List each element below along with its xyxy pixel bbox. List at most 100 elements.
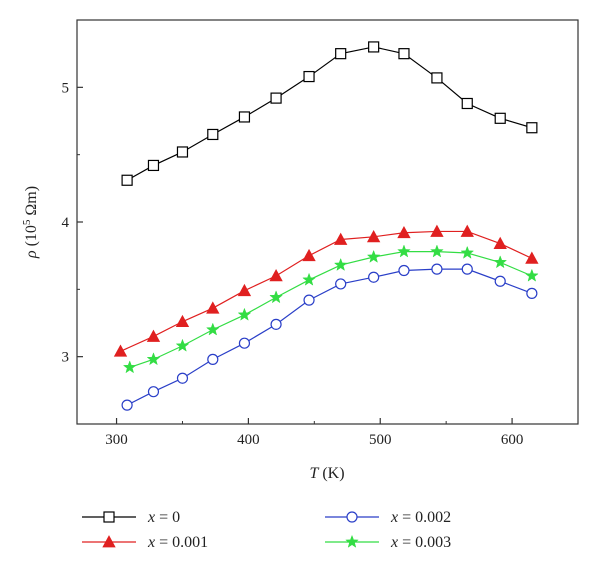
x-tick-label: 600 bbox=[501, 432, 524, 448]
data-point bbox=[333, 257, 348, 271]
y-tick-label: 5 bbox=[62, 80, 70, 96]
data-point bbox=[430, 244, 444, 258]
data-point bbox=[237, 307, 252, 321]
legend-marker bbox=[346, 511, 358, 523]
legend-value: = 0.001 bbox=[155, 534, 208, 551]
data-point bbox=[207, 128, 219, 141]
data-point bbox=[461, 97, 473, 110]
data-point bbox=[431, 263, 443, 275]
y-axis-unit-post: Ωm) bbox=[23, 186, 40, 220]
legend-label: x = 0.001 bbox=[147, 534, 208, 551]
data-point bbox=[494, 112, 506, 124]
legend-var: x bbox=[147, 534, 155, 551]
data-point bbox=[397, 225, 411, 239]
data-point bbox=[397, 244, 411, 258]
data-point bbox=[270, 318, 282, 330]
data-point bbox=[238, 111, 251, 123]
series-line bbox=[126, 46, 533, 181]
legend-var: x bbox=[147, 509, 155, 526]
legend-label: x = 0.003 bbox=[390, 534, 451, 551]
data-point bbox=[525, 251, 539, 264]
data-point bbox=[176, 146, 189, 158]
y-axis-label: ρ (105 Ωm) bbox=[21, 186, 40, 259]
data-point bbox=[494, 275, 506, 287]
legend-marker bbox=[103, 511, 115, 523]
legend-item: x = 0.001 bbox=[82, 534, 208, 551]
series-line bbox=[129, 251, 533, 369]
data-point bbox=[121, 174, 133, 186]
legend-var: x bbox=[390, 534, 398, 551]
plot-frame bbox=[76, 19, 579, 425]
data-point bbox=[269, 269, 283, 282]
data-point bbox=[430, 224, 444, 237]
data-point bbox=[238, 337, 251, 349]
x-axis: 300 400 500 600 bbox=[105, 418, 579, 448]
x-axis-label: T (K) bbox=[309, 465, 344, 482]
data-point bbox=[461, 263, 473, 275]
legend-item: x = 0.002 bbox=[325, 509, 451, 526]
series-3 bbox=[122, 244, 539, 374]
y-axis: 3 4 5 bbox=[62, 19, 83, 425]
data-point bbox=[431, 72, 443, 84]
legend-value: = 0.003 bbox=[398, 534, 451, 551]
series-2 bbox=[121, 263, 538, 411]
data-point bbox=[493, 255, 508, 269]
data-point bbox=[368, 271, 380, 283]
data-point bbox=[368, 41, 380, 53]
data-point bbox=[237, 283, 252, 297]
x-tick-label: 500 bbox=[369, 432, 392, 448]
series-line bbox=[120, 230, 533, 352]
x-axis-unit: (K) bbox=[322, 465, 344, 482]
y-tick-label: 3 bbox=[62, 350, 70, 366]
y-axis-var: ρ bbox=[23, 250, 40, 259]
data-point bbox=[334, 232, 348, 245]
data-point bbox=[303, 294, 315, 306]
data-point bbox=[398, 264, 410, 277]
y-axis-unit-pre: (10 bbox=[23, 225, 40, 246]
legend-item: x = 0 bbox=[82, 509, 180, 526]
data-point bbox=[270, 92, 282, 104]
data-point bbox=[335, 278, 347, 290]
data-point bbox=[121, 399, 133, 411]
data-point bbox=[269, 290, 283, 304]
legend-value: = 0 bbox=[155, 509, 180, 526]
data-point bbox=[335, 48, 347, 60]
data-point bbox=[303, 70, 315, 83]
series-0 bbox=[121, 41, 538, 186]
data-point bbox=[526, 122, 538, 134]
data-point bbox=[206, 301, 220, 314]
legend-marker bbox=[102, 535, 116, 548]
y-tick-label: 4 bbox=[62, 215, 70, 231]
data-point bbox=[146, 352, 161, 366]
data-point bbox=[205, 322, 220, 336]
data-point bbox=[460, 245, 475, 259]
data-point bbox=[175, 314, 190, 328]
data-point bbox=[526, 287, 538, 299]
data-point bbox=[302, 272, 316, 286]
legend-label: x = 0 bbox=[147, 509, 180, 526]
legend-var: x bbox=[390, 509, 398, 526]
data-point bbox=[147, 159, 160, 172]
series-layer bbox=[113, 41, 539, 411]
data-point bbox=[176, 372, 189, 384]
data-point bbox=[147, 386, 160, 398]
data-point bbox=[524, 268, 539, 282]
data-point bbox=[207, 353, 219, 365]
series-1 bbox=[113, 224, 539, 357]
x-tick-label: 300 bbox=[105, 432, 128, 448]
data-point bbox=[366, 229, 381, 243]
data-point bbox=[460, 224, 474, 237]
legend-marker bbox=[345, 534, 359, 548]
legend-item: x = 0.003 bbox=[325, 534, 451, 551]
data-point bbox=[175, 338, 190, 352]
x-tick-label: 400 bbox=[237, 432, 260, 448]
data-point bbox=[113, 344, 128, 357]
data-point bbox=[146, 329, 161, 342]
data-point bbox=[398, 48, 410, 60]
data-point bbox=[302, 248, 316, 262]
data-point bbox=[493, 236, 507, 249]
data-point bbox=[122, 360, 137, 374]
series-line bbox=[126, 268, 533, 406]
